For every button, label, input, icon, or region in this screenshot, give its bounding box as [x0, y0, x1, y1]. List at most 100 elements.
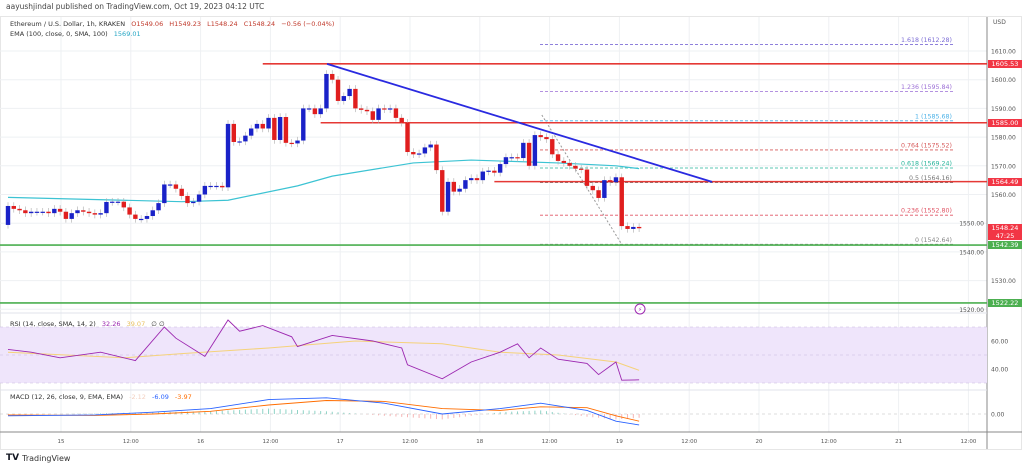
candle-down	[579, 168, 584, 170]
candle-down	[17, 208, 22, 211]
candle-up	[480, 171, 485, 181]
price-tag: 1585.00	[988, 118, 1022, 127]
candle-down	[81, 210, 86, 212]
candle-up	[104, 201, 109, 214]
time-axis-label: 21	[895, 439, 902, 445]
candle-up	[422, 147, 428, 154]
candle-up	[202, 185, 208, 195]
publisher-line: aayushjindal published on TradingView.co…	[6, 2, 265, 11]
candle-up	[144, 216, 150, 219]
candle-up	[156, 203, 161, 211]
candle-down	[335, 79, 341, 101]
candle-down	[590, 185, 595, 191]
candle-down	[133, 214, 138, 219]
fib-level-label: 0 (1542.64)	[915, 237, 952, 244]
price-axis-label: 1610.00	[991, 49, 1016, 56]
candle-down	[92, 213, 98, 215]
fib-level-label: 0.5 (1564.16)	[909, 175, 952, 182]
price-axis-label: 1540.00	[959, 249, 984, 256]
candle-down	[492, 170, 497, 173]
price-tag: 1548.24 47:25	[988, 224, 1022, 241]
candle-up	[34, 211, 40, 213]
candle-up	[457, 188, 462, 192]
lightning-glyph: ⚡	[638, 307, 642, 314]
macd-signal-value: -3.97	[174, 393, 192, 401]
candle-down	[185, 195, 190, 204]
price-axis-label: 1560.00	[991, 192, 1016, 199]
candle-up	[138, 218, 144, 221]
candle-up	[98, 213, 103, 215]
candle-up	[208, 185, 213, 188]
fib-level-label: 1 (1585.68)	[915, 113, 952, 120]
rsi-axis-label: 60.00	[991, 339, 1008, 346]
candle-down	[636, 226, 642, 229]
symbol-name[interactable]: Ethereum / U.S. Dollar, 1h, KRAKEN	[10, 20, 126, 28]
candle-down	[353, 88, 358, 109]
candle-up	[225, 123, 231, 188]
fib-level-label: 1.236 (1595.84)	[901, 84, 952, 91]
time-axis-label: 18	[476, 439, 483, 445]
candle-up	[613, 177, 619, 183]
fib-level-label: 0.764 (1575.52)	[901, 142, 952, 149]
rsi-line	[7, 319, 640, 381]
price-tag-value: 1522.22	[991, 298, 1019, 307]
candle-down	[607, 180, 613, 183]
rsi-legend[interactable]: RSI (14, close, SMA, 14, 2) 32.26 39.07 …	[10, 320, 169, 328]
candle-down	[451, 181, 457, 192]
candle-up	[40, 211, 45, 213]
candle-down	[312, 108, 318, 115]
candle-up	[150, 210, 155, 217]
price-tag-value: 1542.39	[991, 241, 1019, 250]
rsi-ma-value: 39.07	[126, 320, 146, 328]
candle-down	[364, 109, 370, 112]
fib-anchor-line	[541, 114, 623, 245]
price-axis-label: 1530.00	[991, 278, 1016, 285]
candle-up	[306, 108, 312, 110]
price-axis-label: 1580.00	[991, 135, 1016, 142]
candle-down	[561, 160, 567, 163]
candle-up	[115, 201, 121, 203]
rsi-ma-line	[7, 340, 640, 371]
candle-down	[399, 117, 404, 123]
candle-up	[602, 180, 607, 198]
macd-axis-label: 0.00	[991, 412, 1005, 419]
candle-down	[544, 137, 549, 140]
candle-up	[254, 123, 260, 129]
candle-down	[358, 108, 364, 110]
candle-down	[619, 177, 624, 227]
candle-down	[584, 169, 590, 186]
ema-label: EMA (100, close, 0, SMA, 100)	[10, 30, 108, 38]
ema-value: 1569.01	[113, 30, 141, 38]
fib-level-label: 0.618 (1569.24)	[901, 160, 952, 167]
candle-up	[167, 184, 173, 186]
candle-down	[173, 184, 179, 189]
candle-up	[28, 211, 34, 214]
candle-up	[248, 128, 254, 136]
candle-up	[266, 117, 271, 129]
time-axis-label: 17	[337, 439, 344, 445]
candle-down	[63, 211, 69, 219]
macd-legend[interactable]: MACD (12, 26, close, 9, EMA, EMA) -2.12 …	[10, 393, 196, 401]
time-axis-label: 12:00	[262, 439, 278, 445]
candle-down	[127, 207, 132, 215]
footer: TV TradingView	[6, 453, 70, 463]
candle-down	[573, 165, 578, 169]
time-axis-label: 12:00	[123, 439, 139, 445]
tradingview-logo-icon[interactable]: TV	[6, 453, 20, 463]
rsi-value: 32.26	[101, 320, 121, 328]
candle-down	[555, 154, 561, 161]
candle-up	[428, 144, 433, 148]
macd-label: MACD (12, 26, close, 9, EMA, EMA)	[10, 393, 124, 401]
price-tag-value: 1564.49	[991, 177, 1019, 186]
candle-up	[191, 201, 196, 204]
candle-down	[393, 108, 399, 118]
price-axis-label: 1590.00	[991, 106, 1016, 113]
candle-up	[110, 201, 115, 203]
candle-down	[526, 142, 532, 166]
candle-up	[69, 213, 74, 219]
ema-legend[interactable]: EMA (100, close, 0, SMA, 100) 1569.01	[10, 30, 145, 38]
candle-up	[445, 181, 451, 212]
low-value: L1548.24	[207, 20, 238, 28]
price-tag: 1564.49	[988, 177, 1022, 186]
